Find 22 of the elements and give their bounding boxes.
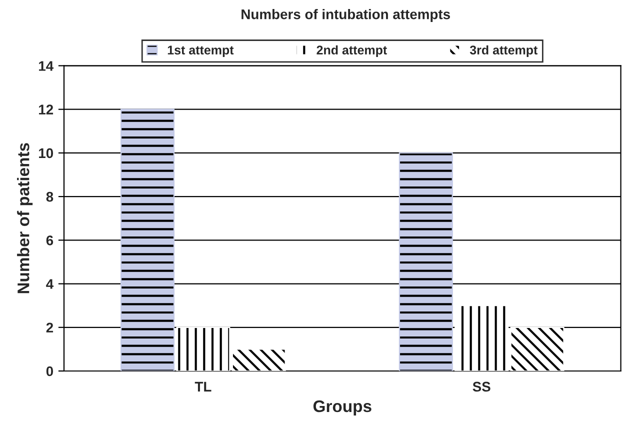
x-tick-label: SS xyxy=(472,382,490,392)
bar xyxy=(176,326,230,371)
y-tick-label: 12 xyxy=(39,104,54,114)
bar xyxy=(510,326,564,371)
y-tick-label: 8 xyxy=(46,192,54,202)
bar xyxy=(398,152,453,371)
legend-label: 1st attempt xyxy=(168,46,234,57)
bar xyxy=(232,348,286,371)
chart-title: Numbers of intubation attempts xyxy=(242,9,450,22)
bar xyxy=(120,108,175,371)
y-axis-title: Number of patients xyxy=(17,143,33,294)
y-tick-label: 10 xyxy=(39,148,54,158)
y-tick-label: 14 xyxy=(39,61,54,71)
legend-label: 2nd attempt xyxy=(316,45,387,57)
legend-label: 3rd attempt xyxy=(470,45,538,57)
x-axis-title: Groups xyxy=(313,400,372,416)
y-tick-label: 0 xyxy=(46,366,54,376)
y-tick-label: 6 xyxy=(46,236,54,246)
y-tick-label: 4 xyxy=(46,279,54,289)
x-tick-label: TL xyxy=(194,382,212,392)
bar xyxy=(454,305,509,371)
y-tick-label: 2 xyxy=(46,322,54,332)
